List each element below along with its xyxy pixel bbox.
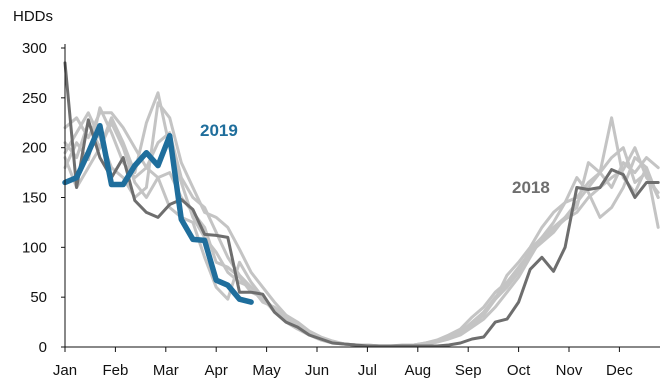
x-tick-label-jul: Jul: [358, 362, 377, 379]
x-tick-label-may: May: [252, 362, 281, 379]
y-axis-title: HDDs: [13, 8, 53, 25]
series-line-2019: [62, 122, 254, 305]
x-tick-label-jun: Jun: [305, 362, 329, 379]
x-tick-label-jan: Jan: [53, 362, 77, 379]
series-annotation-2018: 2018: [512, 178, 550, 197]
series-line-2018: [63, 61, 660, 348]
x-tick-label-dec: Dec: [606, 362, 633, 379]
y-tick-label: 100: [22, 239, 47, 256]
series-line-historical-5: [63, 121, 660, 348]
y-tick-label: 0: [39, 339, 47, 356]
x-tick-label-mar: Mar: [153, 362, 179, 379]
series-annotation-2019: 2019: [200, 121, 238, 140]
y-tick-label: 200: [22, 140, 47, 157]
y-tick-label: 150: [22, 190, 47, 207]
y-tick-label: 50: [30, 289, 47, 306]
x-tick-label-sep: Sep: [455, 362, 482, 379]
x-tick-label-apr: Apr: [205, 362, 228, 379]
y-tick-label: 250: [22, 90, 47, 107]
series-2018-group: [63, 61, 660, 348]
y-tick-label: 300: [22, 40, 47, 57]
series-2019-group: [62, 122, 254, 305]
axes-group: [61, 44, 660, 352]
x-tick-label-feb: Feb: [102, 362, 128, 379]
x-tick-label-oct: Oct: [507, 362, 531, 379]
x-tick-label-nov: Nov: [556, 362, 583, 379]
labels-group: 0 50 100 150 200 250 300 Jan Feb Mar Apr May Jun Jul A…: [13, 8, 633, 379]
x-tick-label-aug: Aug: [404, 362, 431, 379]
